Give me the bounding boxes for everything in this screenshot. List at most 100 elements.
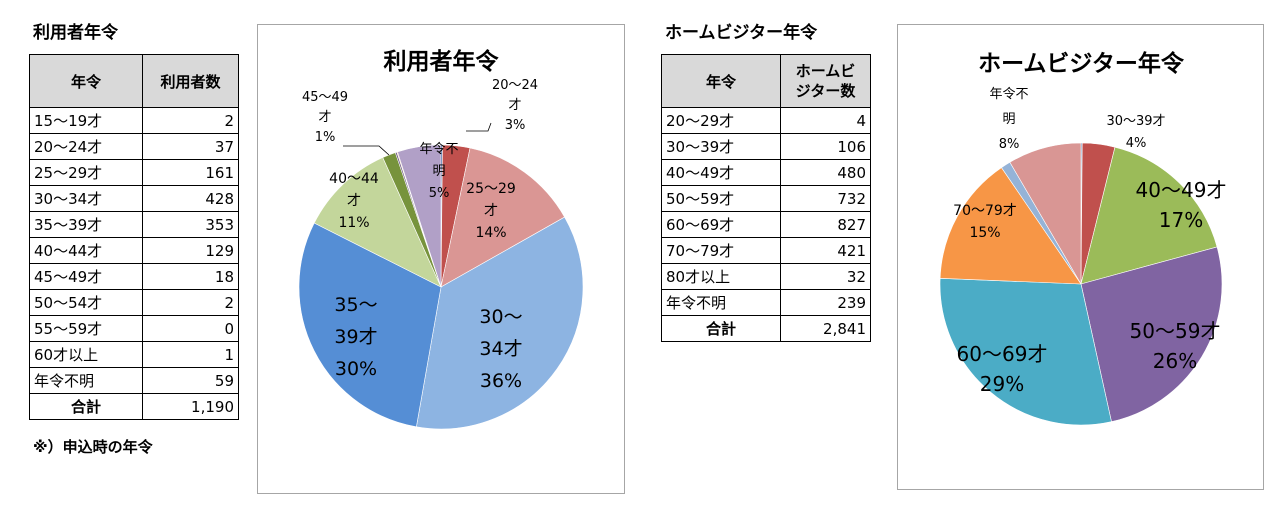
row-age-label: 60～69才: [661, 211, 781, 238]
row-count-value: 2: [142, 289, 239, 316]
slice-label-line: 39才: [334, 326, 377, 348]
pie-slice-4: [298, 222, 442, 428]
users-age-pie-chart: 利用者年令 20～24 才 3% 25～29 才 14% 30～ 34才 36% 35～ 39才 30%…: [257, 24, 625, 494]
slice-label-line: 14%: [475, 225, 506, 241]
pie-slice-3: [1080, 246, 1223, 423]
row-age-label: 50～59才: [661, 185, 781, 212]
slice-label-line: 才: [318, 110, 331, 125]
col-header-homevisitors-line1: ホームビ: [795, 62, 856, 80]
slice-label-line: 20～24: [492, 78, 538, 93]
slice-label-line: 29%: [980, 372, 1024, 396]
table-row: 15～19才 2: [29, 107, 239, 134]
homevisitor-age-table: 年令 ホームビ ジター数 20～29才 4 30～39才 106 40～49才 480 50～…: [661, 54, 871, 342]
slice-label-line: 8%: [999, 137, 1020, 152]
col-header-homevisitors-line2: ジター数: [795, 82, 856, 100]
chart-title: ホームビジター年令: [978, 50, 1185, 77]
row-age-label: 年令不明: [661, 289, 781, 316]
slice-label-line: 40～44: [329, 171, 379, 187]
row-count-value: 239: [780, 289, 871, 316]
table-row: 20～24才 37: [29, 133, 239, 160]
slice-label-line: 60～69才: [957, 342, 1048, 366]
row-count-value: 37: [142, 133, 239, 160]
pie-slice-4: [939, 277, 1112, 426]
slice-label-line: 15%: [969, 225, 1000, 241]
row-count-value: 18: [142, 263, 239, 290]
users-age-pie-svg: 利用者年令 20～24 才 3% 25～29 才 14% 30～ 34才 36% 35～ 39才 30%…: [298, 48, 584, 430]
slice-label-line: 35～: [334, 294, 377, 316]
slice-label-line: 1%: [315, 130, 336, 145]
row-count-value: 161: [142, 159, 239, 186]
slice-label-1: 20～24 才 3%: [492, 78, 538, 133]
pie-slice-5: [939, 167, 1082, 285]
table-row: 30～39才 106: [661, 133, 871, 160]
pie-slice-5: [313, 157, 442, 288]
row-count-value: 4: [780, 107, 871, 134]
row-age-label: 年令不明: [29, 367, 143, 394]
row-age-label: 45～49才: [29, 263, 143, 290]
row-count-value: 353: [142, 211, 239, 238]
row-count-value: 2: [142, 107, 239, 134]
slice-label-line: 36%: [480, 370, 522, 392]
total-value: 1,190: [142, 393, 239, 420]
table-row: 45～49才 18: [29, 263, 239, 290]
slice-label-line: 45～49: [302, 90, 348, 105]
row-count-value: 129: [142, 237, 239, 264]
slice-label-line: 17%: [1159, 208, 1203, 232]
slice-label-line: 3%: [505, 118, 526, 133]
pie-slice-10: [397, 144, 442, 288]
chart-title: 利用者年令: [384, 48, 500, 75]
pie-slice-3: [416, 216, 584, 430]
row-age-label: 20～24才: [29, 133, 143, 160]
table-row: 60才以上 1: [29, 341, 239, 368]
row-age-label: 15～19才: [29, 107, 143, 134]
row-count-value: 732: [780, 185, 871, 212]
leader-line-0: [466, 122, 492, 132]
leader-line-1: [343, 145, 390, 156]
table-total-row: 合計 2,841: [661, 315, 871, 342]
row-count-value: 480: [780, 159, 871, 186]
slice-label-1: 30～39才 4%: [1106, 114, 1165, 151]
col-header-homevisitors: ホームビ ジター数: [780, 54, 871, 108]
row-count-value: 421: [780, 237, 871, 264]
table-row: 50～54才 2: [29, 289, 239, 316]
table-row: 60～69才 827: [661, 211, 871, 238]
row-age-label: 40～49才: [661, 159, 781, 186]
slice-label-line: 年令不: [419, 142, 458, 157]
slice-label-3: 30～ 34才 36%: [479, 306, 522, 392]
slice-label-6: 45～49 才 1%: [302, 90, 348, 145]
row-count-value: 827: [780, 211, 871, 238]
row-count-value: 428: [142, 185, 239, 212]
table-row: 40～44才 129: [29, 237, 239, 264]
slice-label-line: 明: [1002, 112, 1015, 127]
table-row: 20～29才 4: [661, 107, 871, 134]
slice-label-line: 才: [508, 98, 521, 113]
pie-slice-2: [1080, 146, 1218, 285]
table-row: 年令不明 59: [29, 367, 239, 394]
slice-label-4: 35～ 39才 30%: [334, 294, 377, 380]
slice-label-4: 60～69才 29%: [957, 342, 1048, 396]
row-age-label: 55～59才: [29, 315, 143, 342]
row-count-value: 106: [780, 133, 871, 160]
table-row: 70～79才 421: [661, 237, 871, 264]
row-age-label: 30～34才: [29, 185, 143, 212]
slice-label-line: 30～39才: [1106, 114, 1165, 129]
homevisitor-age-pie-chart: ホームビジター年令 30～39才 4% 40～49才 17% 50～59才 26% 60～69…: [897, 24, 1264, 490]
slice-label-line: 明: [432, 164, 445, 179]
total-label: 合計: [29, 393, 143, 420]
table-row: 40～49才 480: [661, 159, 871, 186]
row-count-value: 1: [142, 341, 239, 368]
slice-label-line: 才: [484, 203, 498, 219]
table-row: 50～59才 732: [661, 185, 871, 212]
slice-label-line: 50～59才: [1130, 319, 1221, 343]
table-row: 35～39才 353: [29, 211, 239, 238]
slice-label-line: 才: [347, 193, 361, 209]
slice-label-line: 30%: [335, 358, 377, 380]
users-age-table: 年令 利用者数 15～19才 2 20～24才 37 25～29才 161 30～34才 42…: [29, 54, 239, 420]
slice-label-line: 4%: [1126, 136, 1147, 151]
row-age-label: 60才以上: [29, 341, 143, 368]
row-count-value: 0: [142, 315, 239, 342]
total-label: 合計: [661, 315, 781, 342]
col-header-age: 年令: [29, 54, 143, 108]
slice-label-line: 25～29: [466, 181, 516, 197]
table-row: 55～59才 0: [29, 315, 239, 342]
